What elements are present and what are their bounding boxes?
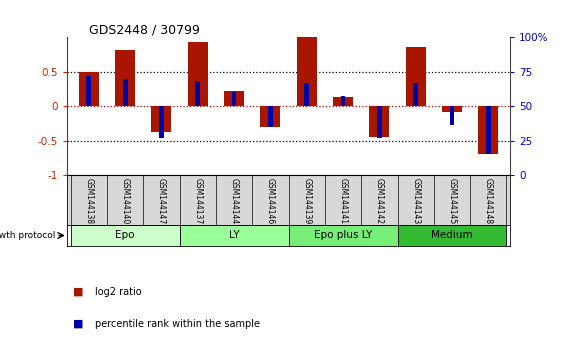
Text: ■: ■ — [73, 319, 83, 329]
Text: GSM144143: GSM144143 — [411, 178, 420, 224]
Text: ■: ■ — [73, 287, 83, 297]
Bar — [86, 76, 91, 106]
Text: GDS2448 / 30799: GDS2448 / 30799 — [89, 23, 200, 36]
Text: growth protocol: growth protocol — [0, 231, 55, 240]
Bar — [79, 72, 99, 106]
Text: GSM144145: GSM144145 — [448, 178, 456, 224]
Bar — [232, 92, 237, 106]
Text: GSM144140: GSM144140 — [121, 178, 129, 224]
Text: GSM144148: GSM144148 — [484, 178, 493, 224]
Bar — [413, 83, 418, 106]
Text: GSM144138: GSM144138 — [85, 178, 93, 224]
Text: GSM144141: GSM144141 — [339, 178, 347, 224]
Text: GSM144139: GSM144139 — [302, 178, 311, 224]
Bar — [442, 106, 462, 112]
Bar — [115, 50, 135, 106]
Bar — [449, 106, 454, 125]
Text: GSM144142: GSM144142 — [375, 178, 384, 224]
Bar — [304, 83, 309, 106]
Bar — [486, 106, 491, 154]
Bar — [333, 97, 353, 106]
Bar — [195, 81, 200, 106]
Text: GSM144144: GSM144144 — [230, 178, 238, 224]
Bar — [370, 106, 389, 137]
Bar — [123, 79, 128, 106]
Text: percentile rank within the sample: percentile rank within the sample — [95, 319, 260, 329]
Text: GSM144137: GSM144137 — [194, 178, 202, 224]
Bar — [406, 47, 426, 106]
Bar — [152, 106, 171, 132]
Text: GSM144147: GSM144147 — [157, 178, 166, 224]
Bar — [261, 106, 280, 127]
Text: log2 ratio: log2 ratio — [95, 287, 142, 297]
Bar — [159, 106, 164, 138]
Bar — [377, 106, 382, 138]
Bar — [398, 225, 507, 246]
Bar — [478, 106, 498, 154]
Bar — [224, 91, 244, 106]
Bar — [297, 37, 317, 106]
Text: LY: LY — [229, 230, 240, 240]
Text: Epo: Epo — [115, 230, 135, 240]
Text: Epo plus LY: Epo plus LY — [314, 230, 373, 240]
Text: GSM144146: GSM144146 — [266, 178, 275, 224]
Bar — [188, 42, 208, 106]
Bar — [268, 106, 273, 127]
Bar — [340, 97, 345, 106]
Text: Medium: Medium — [431, 230, 473, 240]
Bar — [180, 225, 289, 246]
Bar — [289, 225, 398, 246]
Bar — [71, 225, 180, 246]
